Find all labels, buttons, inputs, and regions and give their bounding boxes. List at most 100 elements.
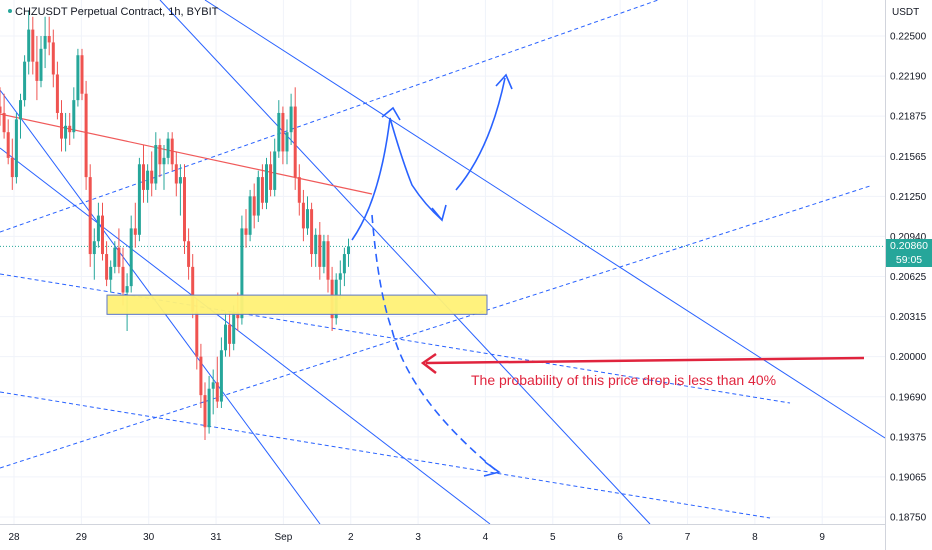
candle-body [166, 138, 170, 158]
candle-body [269, 164, 273, 190]
candle-body [207, 388, 211, 428]
candle-body [277, 112, 281, 152]
y-tick-label: 0.20940 [890, 232, 927, 243]
candle-body [187, 241, 191, 267]
candle-body [125, 286, 129, 293]
candle-body [64, 125, 68, 139]
grid [0, 0, 885, 524]
candle-body [129, 228, 133, 287]
candle-body [310, 209, 314, 255]
candle-body [289, 106, 293, 133]
candle-body [318, 234, 322, 267]
channel-line-solid [0, 147, 491, 525]
candle-body [162, 157, 166, 165]
candle-body [0, 106, 2, 113]
drawings: The probability of this price drop is le… [106, 73, 865, 477]
projection-path-breakout [455, 77, 506, 191]
candle-body [183, 177, 186, 242]
channel-lines [0, 0, 886, 525]
currency-label: USDT [892, 7, 920, 18]
x-tick-label: 2 [348, 532, 354, 543]
candle-body [31, 29, 35, 62]
candle-body [113, 247, 117, 267]
candle-body [105, 254, 109, 280]
channel-line-dashed [0, 185, 871, 469]
channel-line-solid [159, 0, 651, 525]
y-tick-label: 0.19375 [890, 432, 927, 443]
candle-body [322, 241, 326, 267]
candles [0, 10, 350, 441]
candle-body [158, 145, 162, 165]
x-tick-label: 29 [76, 532, 88, 543]
candle-body [10, 157, 14, 178]
y-tick-label: 0.19065 [890, 472, 927, 483]
candle-body [281, 112, 285, 152]
candle-body [265, 164, 268, 203]
candle-body [14, 119, 18, 178]
candle-body [228, 324, 232, 344]
candle-body [232, 311, 236, 344]
candle-body [174, 164, 178, 184]
candle-body [27, 29, 31, 62]
candle-body [244, 228, 248, 235]
candle-body [142, 164, 145, 190]
candle-body [215, 382, 219, 402]
x-tick-label: 28 [8, 532, 20, 543]
last-price-badge: 0.20860 [886, 239, 932, 254]
candle-body [256, 177, 260, 216]
candle-body [293, 106, 297, 178]
y-tick-label: 0.21875 [890, 112, 927, 123]
candle-body [39, 48, 43, 81]
x-tick-label: 4 [483, 532, 489, 543]
candle-body [146, 170, 150, 190]
candle-body [92, 241, 96, 255]
candle-body [55, 74, 59, 113]
candle-body [211, 382, 215, 389]
candle-body [60, 112, 63, 139]
candle-body [203, 395, 207, 428]
y-tick-label: 0.20000 [890, 352, 927, 363]
candle-body [260, 177, 264, 203]
x-tick-label: Sep [275, 532, 293, 543]
candle-body [301, 202, 305, 229]
candle-body [314, 234, 318, 255]
y-axis: 0.22500 0.22190 0.21875 0.21565 0.21250 0.209… [885, 0, 927, 550]
candle-body [338, 273, 342, 280]
candle-body [285, 132, 289, 152]
symbol-title: CHZUSDT Perpetual Contract, 1h, BYBIT [15, 6, 219, 18]
candle-body [191, 266, 195, 312]
candle-body [248, 196, 252, 235]
candle-body [43, 36, 47, 49]
candle-body [273, 151, 277, 190]
y-tick-label: 0.21565 [890, 152, 927, 163]
candle-body [121, 266, 125, 293]
symbol-legend[interactable]: CHZUSDT Perpetual Contract, 1h, BYBIT [5, 6, 218, 18]
x-tick-label: 31 [210, 532, 222, 543]
candle-body [150, 170, 154, 184]
arrow-head-icon [431, 204, 447, 222]
y-tick-label: 0.20625 [890, 272, 927, 283]
annotation-arrow [425, 356, 865, 365]
arrow-head-icon [483, 461, 501, 477]
projection-path-drop [371, 214, 499, 473]
x-tick-label: 7 [685, 532, 691, 543]
y-tick-label: 0.21250 [890, 192, 927, 203]
x-axis: 28 29 30 31 Sep 2 3 4 5 6 7 8 9 [0, 524, 885, 543]
candle-body [80, 55, 84, 94]
x-tick-label: 3 [415, 532, 421, 543]
candle-body [326, 241, 330, 280]
candle-body [51, 42, 55, 75]
candle-body [47, 36, 51, 43]
candle-body [137, 164, 141, 235]
candle-body [2, 112, 6, 133]
candle-body [6, 132, 10, 158]
candle-body [347, 246, 350, 255]
candle-body [101, 215, 104, 255]
support-zone [106, 294, 488, 315]
y-tick-label: 0.22190 [890, 72, 927, 83]
candle-body [96, 215, 100, 242]
candle-body [252, 196, 256, 216]
candle-body [109, 266, 113, 280]
